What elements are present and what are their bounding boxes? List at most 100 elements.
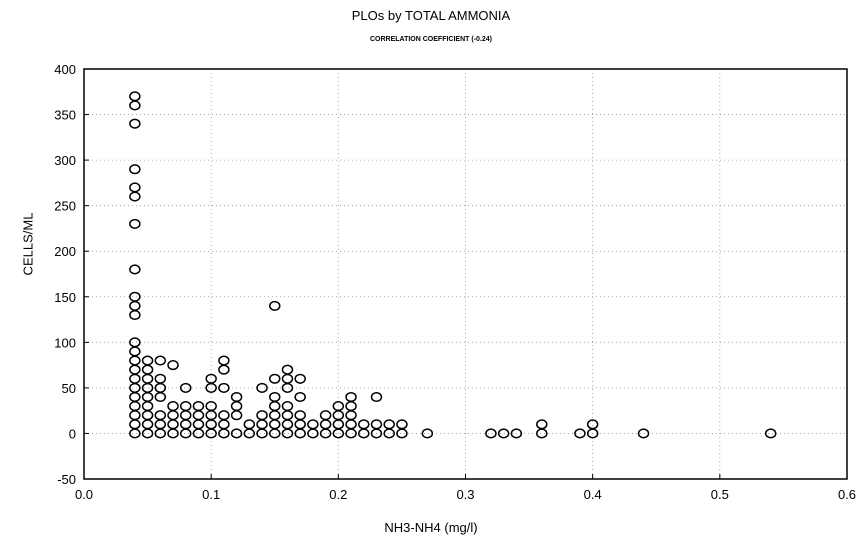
data-point <box>129 118 141 129</box>
data-point <box>383 428 395 439</box>
data-point <box>294 419 306 430</box>
data-point <box>218 410 230 421</box>
x-tick-label: 0.6 <box>838 487 856 502</box>
data-point <box>485 428 497 439</box>
data-point <box>256 419 268 430</box>
data-point <box>510 428 523 439</box>
data-point <box>129 309 141 321</box>
data-point <box>230 428 243 439</box>
y-tick-label: 150 <box>54 290 76 305</box>
data-point <box>294 391 306 403</box>
y-tick-label: 50 <box>62 381 76 396</box>
data-point <box>141 373 154 384</box>
data-point <box>281 428 294 439</box>
data-point <box>205 382 217 393</box>
data-point <box>141 410 154 421</box>
data-point <box>129 428 141 439</box>
data-point <box>129 355 141 366</box>
data-point <box>281 410 294 421</box>
data-point <box>345 391 357 403</box>
data-point <box>345 410 357 421</box>
data-point <box>129 382 141 393</box>
y-tick-label: 400 <box>54 62 76 77</box>
data-point <box>332 428 345 439</box>
data-point <box>269 373 281 384</box>
data-point <box>764 428 777 439</box>
data-point <box>269 428 281 439</box>
data-point <box>230 410 243 421</box>
data-point <box>129 346 141 357</box>
data-point <box>421 428 434 439</box>
data-point <box>129 364 141 375</box>
x-axis-label: NH3-NH4 (mg/l) <box>384 520 478 535</box>
data-point <box>396 428 408 439</box>
data-point <box>586 428 599 439</box>
y-tick-label: -50 <box>57 472 76 487</box>
data-point <box>319 419 332 430</box>
data-point <box>154 355 167 366</box>
chart-subtitle: CORRELATION COEFFICIENT (-0.24) <box>370 36 492 43</box>
data-point <box>141 401 154 412</box>
data-point <box>358 428 370 439</box>
data-point <box>129 337 141 348</box>
data-point <box>281 364 294 375</box>
data-points <box>129 91 777 439</box>
data-point <box>154 419 167 430</box>
y-tick-label: 0 <box>69 426 76 441</box>
data-point <box>307 419 319 430</box>
data-point <box>179 401 192 412</box>
data-point <box>167 401 179 412</box>
data-point <box>129 373 141 384</box>
grid-lines <box>84 69 847 479</box>
data-point <box>179 382 192 393</box>
x-tick-label: 0.4 <box>584 487 602 502</box>
data-point <box>574 428 586 439</box>
data-point <box>256 410 268 421</box>
data-point <box>129 191 141 202</box>
data-point <box>269 300 281 311</box>
data-point <box>383 419 395 430</box>
x-tick-label: 0.0 <box>75 487 93 502</box>
data-point <box>129 410 141 421</box>
data-point <box>307 428 319 439</box>
data-point <box>167 419 179 430</box>
data-point <box>370 391 383 403</box>
data-point <box>345 419 357 430</box>
data-point <box>129 182 141 193</box>
data-point <box>141 419 154 430</box>
y-tick-label: 350 <box>54 108 76 123</box>
data-point <box>129 300 141 311</box>
data-point <box>281 382 294 393</box>
data-point <box>536 428 548 439</box>
data-point <box>129 218 141 229</box>
data-point <box>637 428 650 439</box>
data-point <box>141 355 154 366</box>
data-point <box>370 419 383 430</box>
y-tick-label: 100 <box>54 335 76 350</box>
data-point <box>230 391 243 403</box>
data-point <box>154 391 167 403</box>
y-tick-label: 250 <box>54 199 76 214</box>
data-point <box>319 428 332 439</box>
data-point <box>154 410 167 421</box>
data-point <box>243 428 256 439</box>
data-point <box>218 355 230 366</box>
data-point <box>497 428 510 439</box>
data-point <box>129 100 141 111</box>
data-point <box>345 401 357 412</box>
data-point <box>218 419 230 430</box>
x-tick-label: 0.2 <box>329 487 347 502</box>
data-point <box>294 410 306 421</box>
data-point <box>129 91 141 102</box>
data-point <box>192 401 205 412</box>
data-point <box>256 382 268 393</box>
x-tick-label: 0.5 <box>711 487 729 502</box>
data-point <box>154 428 167 439</box>
data-point <box>218 382 230 393</box>
data-point <box>179 410 192 421</box>
y-axis-label: CELLS/ML <box>20 212 36 276</box>
data-point <box>345 428 357 439</box>
data-point <box>218 364 230 375</box>
data-point <box>269 410 281 421</box>
